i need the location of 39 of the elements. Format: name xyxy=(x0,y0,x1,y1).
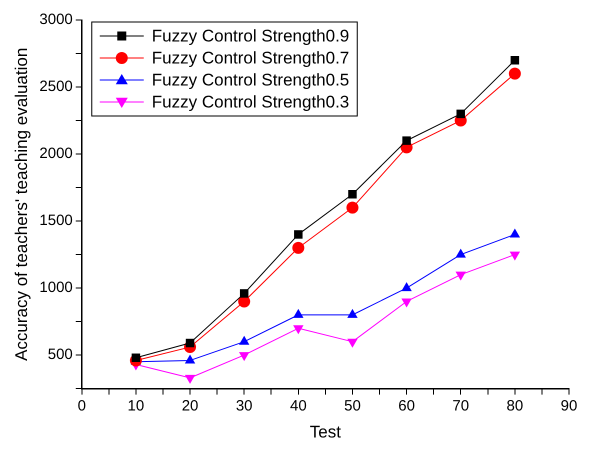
point xyxy=(456,110,465,118)
legend-label: Fuzzy Control Strength0.3 xyxy=(152,92,350,112)
point xyxy=(186,338,194,348)
point xyxy=(508,68,521,80)
point xyxy=(510,252,520,261)
y-tick-label: 500 xyxy=(48,346,73,364)
legend-label: Fuzzy Control Strength0.7 xyxy=(152,48,350,68)
point xyxy=(402,136,411,145)
point xyxy=(401,298,412,308)
x-tick-label: 10 xyxy=(128,398,144,415)
y-tick-label: 3000 xyxy=(39,11,73,28)
x-tick-label: 30 xyxy=(236,398,253,415)
x-axis-title: Test xyxy=(310,422,342,442)
x-tick-label: 0 xyxy=(78,398,86,415)
point xyxy=(346,202,358,214)
y-tick-label: 2500 xyxy=(39,78,73,96)
x-tick-label: 70 xyxy=(452,398,470,415)
y-tick-label: 1000 xyxy=(39,279,73,296)
point xyxy=(510,56,520,64)
y-tick-label: 1500 xyxy=(39,212,73,230)
point xyxy=(347,338,358,348)
point xyxy=(240,289,248,298)
x-tick-label: 90 xyxy=(560,398,578,415)
y-tick-label: 2000 xyxy=(39,145,73,162)
point xyxy=(294,230,303,239)
point xyxy=(348,190,357,198)
x-tick-label: 60 xyxy=(398,398,415,415)
x-tick-label: 40 xyxy=(290,398,307,415)
point xyxy=(238,352,250,362)
legend-label: Fuzzy Control Strength0.9 xyxy=(152,26,350,46)
point xyxy=(292,242,304,254)
y-axis-title: Accuracy of teachers' teaching evaluation xyxy=(12,48,31,361)
x-tick-label: 20 xyxy=(182,398,198,415)
x-tick-label: 50 xyxy=(344,398,361,415)
x-tick-label: 80 xyxy=(506,398,524,415)
legend-label: Fuzzy Control Strength0.5 xyxy=(152,70,350,90)
point xyxy=(184,374,196,384)
point xyxy=(293,325,304,334)
point xyxy=(456,272,466,281)
